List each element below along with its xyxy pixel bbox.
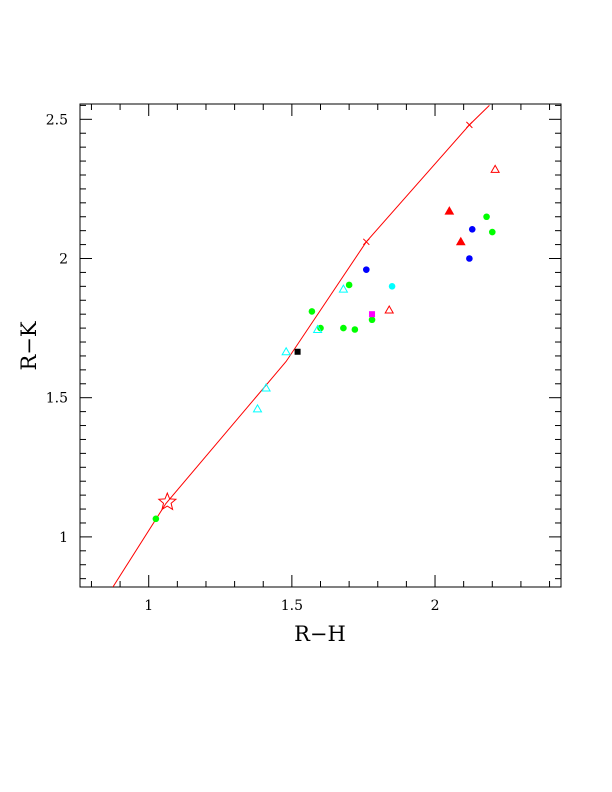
triangle-point [261,382,271,392]
y-tick-label: 1.5 [46,391,68,407]
circle-point [468,225,476,233]
triangle-point [444,206,455,215]
y-axis-label: R−K [17,321,41,370]
circle-point [317,324,324,332]
triangle-point [384,304,395,314]
plot-border [79,103,562,588]
y-tick-label: 1 [59,530,68,546]
circle-point [388,283,396,290]
triangle-point [490,164,501,173]
circle-point [340,324,347,332]
x-axis-label: R−H [294,622,346,646]
triangle-point [312,324,323,333]
circle-point [351,326,359,333]
circle-point [152,515,160,523]
star-marker [157,491,178,511]
circle-point [466,255,473,262]
x-tick-label: 1.5 [281,598,303,614]
axis-ticks [80,104,561,587]
curve-x-marker [362,238,370,246]
triangle-point [252,403,263,413]
triangle-point [338,284,349,293]
curve-x-marker [466,121,473,129]
data-points [152,164,501,523]
plot-frame [79,103,562,588]
square-point [294,348,301,355]
x-tick-label: 2 [431,598,440,614]
triangle-point [455,236,466,246]
triangle-point [281,346,292,356]
circle-point [345,281,353,289]
circle-point [483,213,490,221]
y-tick-label: 2.5 [46,112,68,128]
circle-point [368,316,376,324]
y-tick-label: 2 [59,252,68,268]
model-curve-line [112,105,490,587]
tick-labels: 1 1.5 2 1 1.5 2 2.5 [46,112,440,614]
square-point [369,311,376,318]
circle-point [308,308,316,315]
model-curve [112,105,490,587]
circle-point [488,228,496,236]
x-tick-label: 1 [144,598,153,614]
circle-point [363,266,370,273]
